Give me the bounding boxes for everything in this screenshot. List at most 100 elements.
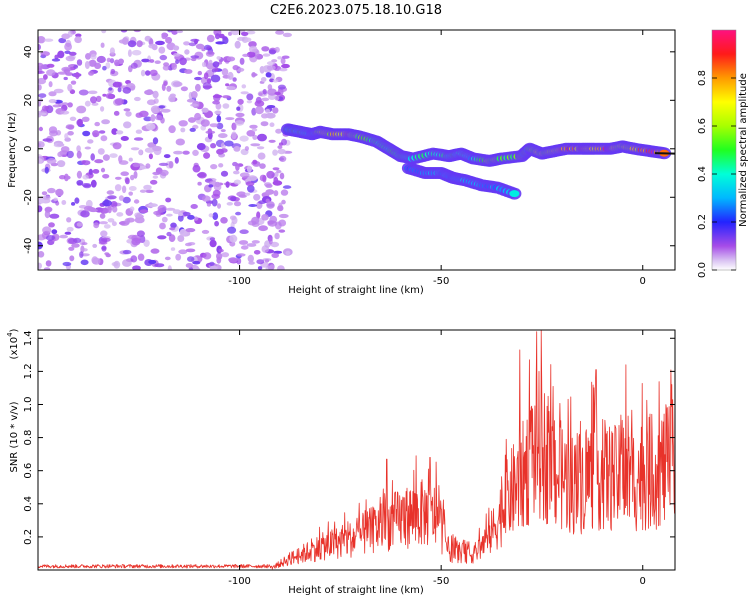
noise-blob xyxy=(123,108,131,112)
noise-blob xyxy=(253,193,261,201)
noise-blob xyxy=(100,106,105,112)
noise-blob xyxy=(208,184,214,188)
noise-blob xyxy=(236,253,246,257)
noise-blob xyxy=(105,93,114,99)
noise-blob xyxy=(112,142,122,150)
noise-blob xyxy=(191,267,201,270)
noise-blob xyxy=(272,149,278,156)
snr-scale-note: (x104) xyxy=(6,328,20,359)
noise-blob xyxy=(133,30,141,33)
noise-blob xyxy=(265,72,272,78)
noise-blob xyxy=(46,69,56,76)
noise-blob xyxy=(49,130,58,137)
noise-blob xyxy=(202,252,212,260)
noise-blob xyxy=(81,116,90,123)
noise-blob xyxy=(85,53,91,60)
noise-blob xyxy=(192,260,201,265)
noise-blob xyxy=(53,88,64,94)
noise-blob xyxy=(121,37,129,45)
noise-blob xyxy=(43,267,51,270)
noise-blob xyxy=(261,46,270,52)
noise-blob xyxy=(122,87,132,94)
noise-blob xyxy=(74,197,80,204)
noise-blob xyxy=(252,159,258,165)
noise-blob xyxy=(257,152,266,160)
noise-blob xyxy=(90,179,97,188)
noise-blob xyxy=(277,205,284,212)
noise-blob xyxy=(152,175,159,179)
noise-blob xyxy=(57,143,65,147)
noise-blob xyxy=(216,56,221,60)
noise-blob xyxy=(214,67,219,72)
noise-blob xyxy=(279,68,288,72)
noise-blob xyxy=(53,197,58,202)
noise-blob xyxy=(246,51,256,58)
noise-blob xyxy=(166,85,172,92)
noise-blob xyxy=(136,230,145,237)
noise-blob xyxy=(132,265,141,270)
noise-blob xyxy=(73,64,79,69)
noise-blob xyxy=(187,256,195,262)
noise-blob xyxy=(278,213,289,219)
noise-blob xyxy=(95,95,102,103)
noise-blob xyxy=(182,150,190,155)
noise-blob xyxy=(158,46,166,54)
noise-blob xyxy=(257,266,263,270)
noise-blob xyxy=(75,71,80,80)
noise-blob xyxy=(161,32,168,38)
noise-blob xyxy=(146,89,153,93)
noise-blob xyxy=(271,59,278,63)
noise-blob xyxy=(237,36,247,41)
noise-blob xyxy=(43,74,48,80)
noise-blob xyxy=(257,133,267,142)
noise-blob xyxy=(114,98,125,106)
noise-blob xyxy=(239,172,250,178)
noise-blob xyxy=(256,146,265,150)
noise-blob xyxy=(125,177,130,185)
noise-blob xyxy=(207,128,212,134)
noise-blob xyxy=(248,261,255,265)
noise-blob xyxy=(161,216,168,223)
noise-blob xyxy=(266,201,275,209)
noise-blob xyxy=(112,81,122,88)
noise-blob xyxy=(203,152,211,159)
noise-blob xyxy=(94,159,104,164)
noise-blob xyxy=(63,76,68,81)
noise-blob xyxy=(48,91,57,97)
figure-title: C2E6.2023.075.18.10.G18 xyxy=(270,3,442,18)
noise-blob xyxy=(55,188,64,197)
noise-blob xyxy=(212,61,220,68)
noise-blob xyxy=(125,111,132,117)
noise-blob xyxy=(167,265,172,270)
noise-blob xyxy=(135,129,143,134)
x-tick-label: -100 xyxy=(228,276,251,287)
noise-blob xyxy=(76,119,83,126)
noise-blob xyxy=(67,131,74,136)
noise-blob xyxy=(206,78,212,84)
noise-blob xyxy=(281,55,290,59)
noise-blob xyxy=(272,180,283,186)
noise-blob xyxy=(149,59,155,63)
noise-blob xyxy=(145,70,151,76)
noise-blob xyxy=(214,110,222,115)
noise-blob xyxy=(197,181,202,186)
noise-blob xyxy=(92,257,101,265)
noise-blob xyxy=(272,167,280,171)
noise-blob xyxy=(192,164,201,173)
noise-blob xyxy=(233,179,241,185)
noise-blob xyxy=(214,181,221,188)
noise-blob xyxy=(178,249,188,255)
noise-blob xyxy=(153,210,161,216)
noise-blob xyxy=(218,163,224,168)
noise-blob xyxy=(256,259,265,265)
noise-blob xyxy=(235,163,240,171)
noise-blob xyxy=(45,235,56,241)
noise-blob xyxy=(43,38,54,42)
noise-blob xyxy=(80,259,89,266)
noise-blob xyxy=(189,127,196,132)
noise-blob xyxy=(114,59,120,67)
noise-blob xyxy=(194,112,202,121)
y-tick-label: -20 xyxy=(23,189,34,205)
noise-blob xyxy=(48,99,57,104)
noise-blob xyxy=(218,248,224,253)
